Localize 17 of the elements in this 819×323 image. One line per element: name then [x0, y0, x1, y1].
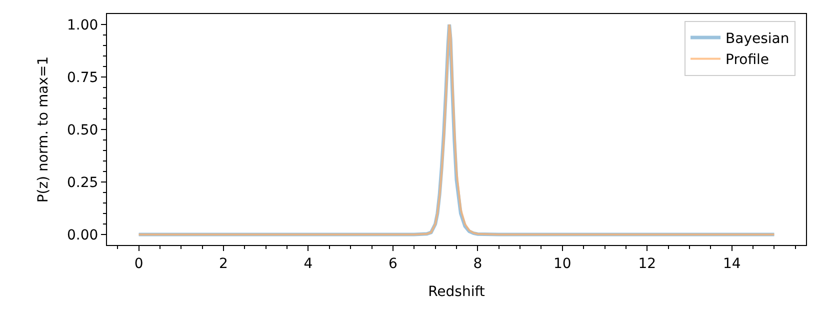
x-tick-label: 12: [638, 256, 656, 272]
y-tick-label: 0.25: [67, 174, 98, 191]
x-tick-label: 10: [553, 256, 572, 272]
y-tick-label: 1.00: [67, 17, 98, 34]
y-axis-title: P(z) norm. to max=1: [36, 56, 52, 203]
x-tick-label: 6: [388, 256, 398, 272]
x-tick-label: 2: [219, 256, 228, 272]
x-axis-title: Redshift: [428, 284, 486, 300]
x-tick-label: 8: [473, 256, 482, 272]
y-tick-label: 0.75: [67, 70, 98, 86]
x-tick-label: 4: [304, 256, 313, 272]
legend-label: Bayesian: [726, 30, 790, 47]
x-tick-label: 14: [722, 256, 741, 272]
legend-label: Profile: [726, 52, 770, 68]
x-tick-label: 0: [134, 256, 144, 272]
y-tick-label: 0.50: [67, 122, 98, 138]
y-tick-label: 0.00: [67, 227, 98, 244]
